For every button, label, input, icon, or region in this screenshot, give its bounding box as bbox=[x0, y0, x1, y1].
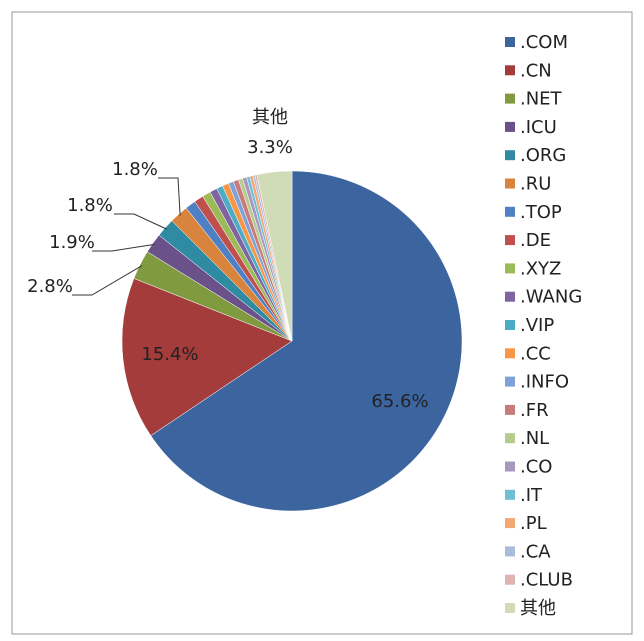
legend-swatch bbox=[505, 206, 515, 217]
legend-label: .NL bbox=[520, 428, 549, 449]
leader-line bbox=[72, 265, 143, 296]
data-label: 15.4% bbox=[141, 344, 198, 365]
pie-slice bbox=[121, 278, 293, 437]
legend-label: .WANG bbox=[520, 287, 582, 308]
legend-swatch bbox=[505, 489, 515, 500]
legend-label: .CN bbox=[520, 60, 552, 81]
legend-label: .ICU bbox=[520, 117, 557, 138]
legend-label: .DE bbox=[520, 230, 551, 251]
leader-line bbox=[158, 177, 181, 216]
data-label: 65.6% bbox=[371, 391, 428, 412]
legend-label: .CO bbox=[520, 457, 552, 478]
legend-swatch bbox=[505, 65, 515, 76]
legend-swatch bbox=[505, 574, 515, 585]
legend-swatch bbox=[505, 546, 515, 557]
data-label: 2.8% bbox=[27, 276, 73, 297]
pie-slice bbox=[150, 170, 463, 512]
data-label-name: 其他 bbox=[252, 107, 288, 128]
legend-swatch bbox=[505, 348, 515, 359]
legend-swatch bbox=[505, 433, 515, 444]
legend-swatch bbox=[505, 376, 515, 387]
legend-label: .ORG bbox=[520, 145, 566, 166]
legend-swatch bbox=[505, 518, 515, 529]
data-label: 1.8% bbox=[112, 159, 158, 180]
pie-slice bbox=[256, 170, 293, 342]
legend-swatch bbox=[505, 263, 515, 274]
legend-swatch bbox=[505, 150, 515, 161]
legend-label: .FR bbox=[520, 400, 549, 421]
leader-line bbox=[92, 243, 155, 252]
legend-swatch bbox=[505, 178, 515, 189]
legend-label: .NET bbox=[520, 89, 563, 110]
legend-swatch bbox=[505, 461, 515, 472]
legend-label: .VIP bbox=[520, 315, 554, 336]
legend-label: .CC bbox=[520, 343, 551, 364]
legend-label: .CA bbox=[520, 541, 551, 562]
data-label: 1.9% bbox=[49, 232, 95, 253]
legend-label: .INFO bbox=[520, 372, 569, 393]
legend-label: .COM bbox=[520, 32, 568, 53]
legend-swatch bbox=[505, 235, 515, 246]
legend-label: 其他 bbox=[520, 598, 556, 619]
legend-swatch bbox=[505, 291, 515, 302]
legend-label: .CLUB bbox=[520, 570, 573, 591]
legend-label: .IT bbox=[520, 485, 543, 506]
legend-swatch bbox=[505, 404, 515, 415]
legend-label: .XYZ bbox=[520, 258, 561, 279]
legend-swatch bbox=[505, 603, 515, 613]
leader-line bbox=[114, 213, 167, 230]
legend-label: .RU bbox=[520, 174, 551, 195]
legend-swatch bbox=[505, 93, 515, 104]
legend-swatch bbox=[505, 320, 515, 330]
legend-swatch bbox=[505, 121, 515, 132]
data-label: 1.8% bbox=[67, 195, 113, 216]
data-label: 3.3% bbox=[247, 137, 293, 158]
legend-swatch bbox=[505, 37, 515, 47]
legend-label: .TOP bbox=[520, 202, 562, 223]
legend-label: .PL bbox=[520, 513, 547, 534]
